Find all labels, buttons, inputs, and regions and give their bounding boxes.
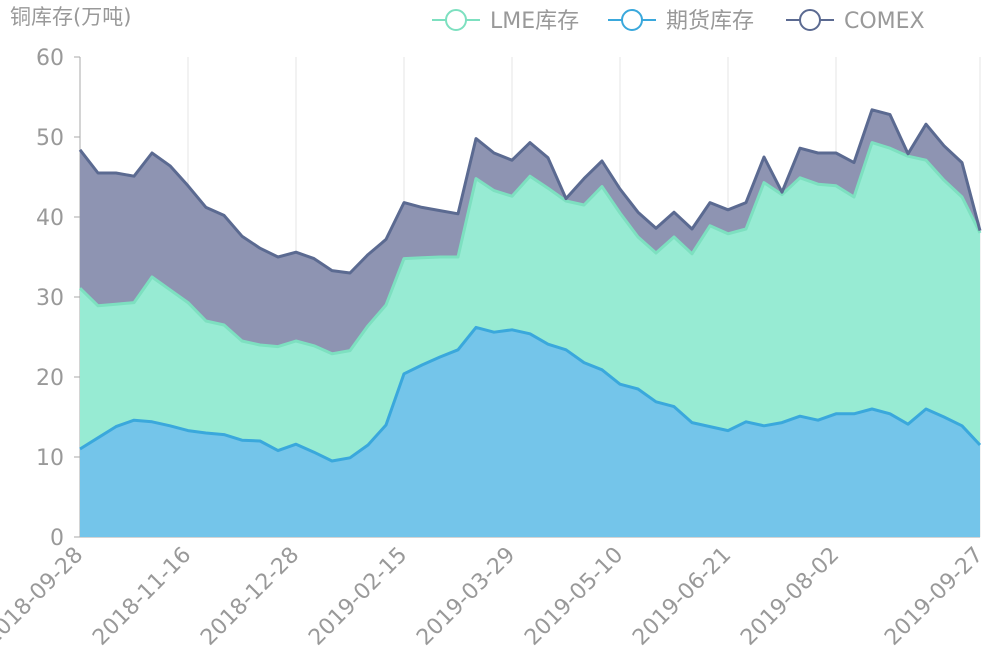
legend-marker — [445, 9, 467, 31]
x-tick-label: 2018-12-28 — [196, 543, 304, 651]
legend-label: COMEX — [844, 9, 925, 34]
x-tick-label: 2019-05-10 — [520, 543, 628, 651]
y-tick-label: 60 — [36, 46, 64, 71]
area — [80, 109, 980, 354]
legend-item: LME库存 — [432, 9, 579, 34]
legend-marker — [621, 9, 643, 31]
line — [78, 108, 982, 275]
x-tick-label: 2018-11-16 — [88, 543, 196, 651]
x-tick-label: 2019-02-15 — [304, 543, 412, 651]
y-tick-label: 30 — [36, 286, 64, 311]
x-tick-label: 2019-09-27 — [880, 543, 988, 651]
legend-item: 期货库存 — [608, 9, 754, 34]
x-tick-label: 2019-06-21 — [628, 543, 736, 651]
x-tick-label: 2019-03-29 — [412, 543, 520, 651]
legend-label: 期货库存 — [666, 9, 754, 34]
area — [80, 142, 980, 461]
y-tick-label: 10 — [36, 446, 64, 471]
legend-marker — [799, 9, 821, 31]
legend-label: LME库存 — [490, 9, 579, 34]
legend-item: COMEX — [786, 9, 925, 34]
y-tick-label: 20 — [36, 366, 64, 391]
x-tick-label: 2019-08-02 — [736, 543, 844, 651]
x-tick-label: 2018-09-28 — [0, 543, 88, 651]
y-tick-label: 0 — [50, 526, 64, 551]
line — [78, 141, 982, 356]
y-tick-label: 40 — [36, 206, 64, 231]
chart-title: 铜库存(万吨) — [10, 5, 131, 29]
line — [79, 325, 982, 463]
area — [80, 327, 980, 537]
y-tick-label: 50 — [36, 126, 64, 151]
